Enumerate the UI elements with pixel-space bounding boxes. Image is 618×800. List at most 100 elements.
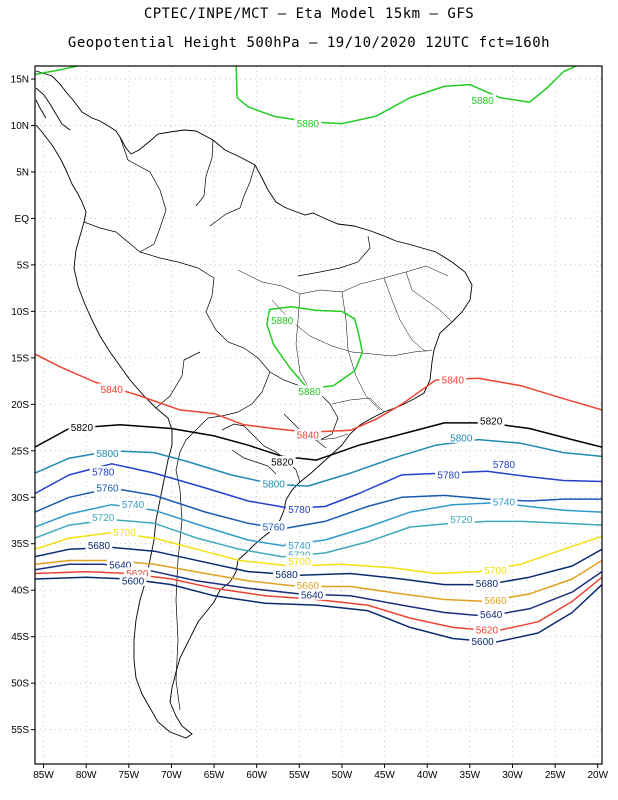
contour-label-bg [298, 588, 326, 600]
contour-label-bg [260, 520, 288, 532]
contour-label-5780: 5780 [92, 468, 115, 479]
contour-label-bg [106, 559, 134, 571]
chart-title: CPTEC/INPE/MCT – Eta Model 15km – GFS [143, 6, 475, 22]
contour-label-bg [477, 608, 505, 620]
contour-label-bg [119, 498, 147, 510]
contour-label-5800: 5800 [263, 480, 286, 491]
plot-frame [34, 65, 603, 765]
contour-label-bg [89, 511, 117, 523]
contour-label-bg [294, 579, 322, 591]
contour-label-5800: 5800 [450, 433, 473, 444]
contour-label-bg [294, 428, 322, 440]
contour-label-bg [447, 431, 475, 443]
contour-label-bg [482, 564, 509, 576]
contour-5680 [35, 546, 602, 586]
contour-5820 [35, 422, 602, 461]
contour-label-bg [268, 314, 296, 326]
country-borders [83, 136, 371, 711]
contour-label-5600: 5600 [122, 576, 145, 587]
y-tick-label: 15S [11, 353, 29, 364]
contour-label-bg [119, 574, 147, 586]
contour-label-bg [94, 481, 121, 493]
contour-label-bg [439, 374, 467, 386]
contour-label-bg [123, 567, 151, 579]
contour-label-5640: 5640 [109, 561, 132, 572]
contour-label-5720: 5720 [92, 513, 115, 524]
contour-label-5700: 5700 [288, 557, 311, 568]
contour-label-bg [285, 555, 313, 567]
south-america-coastline [35, 70, 473, 739]
y-tick-label: 10S [11, 307, 29, 318]
contour-label-bg [473, 624, 501, 636]
y-tick-label: 5N [16, 167, 29, 178]
y-tick-label: 40S [11, 586, 29, 597]
y-tick-label: 15N [11, 75, 29, 86]
y-tick-label: 55S [11, 725, 29, 736]
central-america-coastline [35, 87, 71, 131]
contour-5720 [35, 518, 602, 558]
contour-label-5880: 5880 [297, 119, 320, 130]
y-tick-label: 30S [11, 493, 29, 504]
contour-label-5760: 5760 [96, 483, 119, 494]
contour-label-5840: 5840 [297, 430, 320, 441]
contour-label-5740: 5740 [288, 541, 311, 552]
contour-label-5780: 5780 [437, 470, 460, 481]
contour-label-bg [285, 503, 313, 515]
contour-label-5740: 5740 [493, 497, 516, 508]
contour-label-5820: 5820 [480, 417, 503, 428]
x-tick-label: 25W [545, 770, 566, 781]
x-tick-label: 20W [587, 770, 608, 781]
contour-5880 [235, 66, 577, 125]
contour-label-5780: 5780 [288, 505, 311, 516]
y-tick-label: 25S [11, 446, 29, 457]
y-tick-label: 5S [17, 260, 30, 271]
contour-label-5820: 5820 [71, 423, 94, 434]
contour-label-bg [477, 415, 505, 427]
contour-label-bg [435, 468, 462, 480]
contour-label-bg [490, 495, 518, 507]
x-tick-label: 55W [289, 770, 310, 781]
contour-label-bg [68, 421, 96, 433]
contour-label-5680: 5680 [275, 570, 298, 581]
contour-label-bg [268, 455, 296, 467]
x-tick-label: 40W [417, 770, 438, 781]
contour-label-5680: 5680 [88, 541, 111, 552]
contour-lines [35, 66, 602, 643]
x-tick-label: 80W [76, 770, 97, 781]
contour-label-bg [260, 478, 288, 490]
grid-lines [35, 66, 602, 764]
contour-label-5840: 5840 [442, 376, 465, 387]
x-tick-label: 30W [502, 770, 523, 781]
contour-5800 [35, 438, 602, 487]
contour-label-5820: 5820 [271, 457, 294, 468]
contour-label-5620: 5620 [476, 626, 499, 637]
contour-label-5680: 5680 [476, 579, 499, 590]
contour-label-bg [469, 94, 497, 106]
x-tick-label: 35W [460, 770, 481, 781]
contour-label-5840: 5840 [101, 385, 124, 396]
contour-label-bg [85, 539, 113, 551]
contour-label-bg [111, 526, 138, 538]
contour-label-5700: 5700 [113, 528, 136, 539]
contour-label-bg [285, 539, 313, 551]
contour-label-bg [273, 568, 300, 580]
contour-label-5780: 5780 [493, 460, 516, 471]
contour-label-5880: 5880 [298, 387, 321, 398]
y-tick-label: 50S [11, 679, 29, 690]
contour-label-5660: 5660 [484, 596, 507, 607]
x-tick-label: 70W [161, 770, 182, 781]
contour-label-bg [89, 466, 117, 478]
contour-label-5800: 5800 [96, 449, 119, 460]
contour-label-bg [98, 383, 126, 395]
chart-subtitle: Geopotential Height 500hPa – 19/10/2020 … [67, 35, 551, 51]
x-tick-label: 50W [332, 770, 353, 781]
contour-label-5620: 5620 [126, 569, 149, 580]
x-tick-label: 75W [119, 770, 140, 781]
contour-label-5640: 5640 [301, 590, 324, 601]
contour-label-bg [296, 385, 323, 397]
y-axis-ticks: 15N 10N 5N EQ 5S 10S 15S 20S 25S 30S 35S 40S 45S 50S 5… [11, 75, 35, 736]
y-tick-label: 10N [11, 121, 29, 132]
contour-labels: 5880 5880 5880 5880 5840 5840 5840 5820 5820 5820… [68, 94, 518, 648]
contour-label-bg [94, 447, 121, 459]
